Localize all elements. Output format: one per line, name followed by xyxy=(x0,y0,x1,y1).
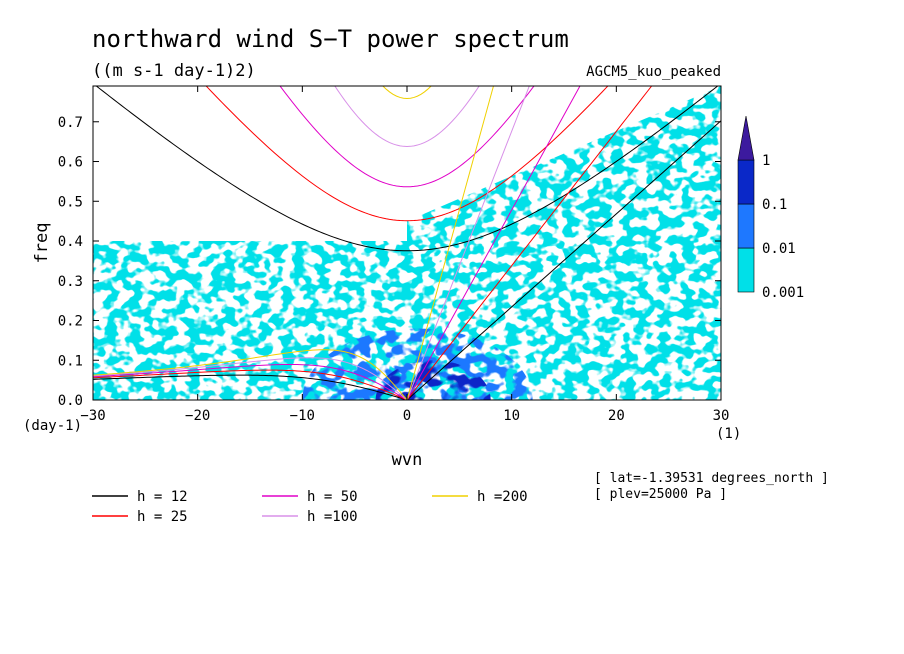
y-tick-label: 0.7 xyxy=(58,115,83,131)
rossby-curve-h50 xyxy=(93,363,408,400)
colorbar-label: 1 xyxy=(762,153,770,169)
chart-title: northward wind S−T power spectrum xyxy=(92,25,569,53)
y-unit-label: (day-1) xyxy=(23,418,82,434)
axes: −30 −20 −10 0 10 20 30 0.0 0.1 0.2 0.3 0.4 0.5 0.6 0.7 xyxy=(58,86,730,424)
legend-label: h = 12 xyxy=(137,489,188,505)
colorbar-label: 0.1 xyxy=(762,197,787,213)
rossby-curve-h200 xyxy=(93,349,408,400)
rossby-curve-h25 xyxy=(93,369,408,400)
heatmap-region-level-3 xyxy=(375,360,491,400)
rossby-curve-h100 xyxy=(93,357,408,400)
legend: h = 12 h = 25 h = 50 h =100 h =200 xyxy=(92,489,528,525)
colorbar-segment xyxy=(737,203,755,249)
legend-label: h = 50 xyxy=(307,489,358,505)
colorbar-segment xyxy=(737,247,755,293)
colorbar: 0.001 0.01 0.1 1 xyxy=(737,115,804,301)
legend-label: h =100 xyxy=(307,509,358,525)
x-tick-label: 10 xyxy=(503,408,520,424)
kelvin-curve-h12 xyxy=(406,120,721,400)
y-axis-label: freq xyxy=(32,223,52,264)
y-tick-label: 0.1 xyxy=(58,353,83,369)
x-tick-label: 0 xyxy=(403,408,411,424)
x-tick-label: −10 xyxy=(290,408,315,424)
legend-label: h = 25 xyxy=(137,509,188,525)
gravity-curve-h100 xyxy=(334,86,480,147)
kelvin-curve-h100 xyxy=(406,86,530,400)
rossby-curve-h12 xyxy=(93,374,408,400)
model-label: AGCM5_kuo_peaked xyxy=(586,64,721,80)
x-axis-label: wvn xyxy=(392,450,423,470)
legend-label: h =200 xyxy=(477,489,528,505)
gravity-curve-h200 xyxy=(382,86,432,100)
kelvin-curve-h200 xyxy=(406,86,495,400)
gravity-curve-h50 xyxy=(279,86,535,188)
colorbar-label: 0.01 xyxy=(762,241,796,257)
y-tick-label: 0.0 xyxy=(58,393,83,409)
latitude-annotation: [ lat=-1.39531 degrees_north ] xyxy=(594,471,829,486)
y-tick-label: 0.2 xyxy=(58,314,83,330)
heatmap-region-upper-band xyxy=(407,86,721,281)
kelvin-curve-h25 xyxy=(406,86,653,400)
heatmap-layer xyxy=(93,86,721,400)
x-tick-label: −20 xyxy=(185,408,210,424)
pressure-level-annotation: [ plev=25000 Pa ] xyxy=(594,487,727,502)
gravity-curve-h25 xyxy=(205,86,609,222)
plot-area xyxy=(92,85,722,401)
kelvin-curve-h50 xyxy=(406,86,581,400)
y-tick-label: 0.3 xyxy=(58,274,83,290)
gravity-curve-h12 xyxy=(95,86,719,252)
colorbar-segment xyxy=(737,159,755,205)
x-tick-label: −30 xyxy=(80,408,105,424)
y-tick-label: 0.5 xyxy=(58,194,83,210)
x-tick-label: 30 xyxy=(713,408,730,424)
colorbar-extend-arrow xyxy=(737,115,755,161)
y-tick-label: 0.6 xyxy=(58,155,83,171)
colorbar-label: 0.001 xyxy=(762,285,804,301)
chart-subtitle: ((m s-1 day-1)2) xyxy=(92,61,256,81)
y-tick-label: 0.4 xyxy=(58,234,83,250)
x-unit-label: (1) xyxy=(716,426,741,442)
x-tick-label: 20 xyxy=(608,408,625,424)
dispersion-curves xyxy=(93,86,721,400)
